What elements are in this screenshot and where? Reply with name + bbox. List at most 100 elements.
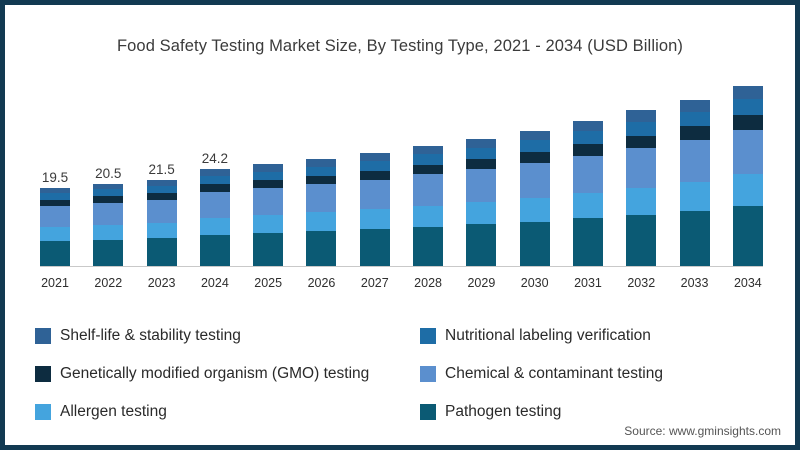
bar-segment-pathogen <box>732 206 763 266</box>
bar-segment-pathogen <box>253 233 284 266</box>
bar-segment-allergen <box>306 212 337 232</box>
bar-2029: 2029 <box>466 67 497 290</box>
legend-swatch-icon <box>420 327 436 344</box>
legend-swatch-icon <box>35 327 51 344</box>
plot-area: 19.5 2021 20.5 2022 21.5 2023 24.2 2024 2025 2026… <box>40 67 763 290</box>
bar-segment-chemical <box>93 202 124 225</box>
source-note: Source: www.gminsights.com <box>624 424 781 438</box>
bar-2027: 2027 <box>359 67 390 290</box>
x-axis-label-2034: 2034 <box>733 276 762 290</box>
bar-segment-allergen <box>466 202 497 225</box>
bar-segment-nutritional <box>93 189 124 197</box>
bar-segment-nutritional <box>466 148 497 160</box>
bar-segment-pathogen <box>413 226 444 266</box>
bar-segment-shelf_life <box>146 180 177 187</box>
bar-segment-chemical <box>40 206 70 228</box>
bar-total-label: 24.2 <box>201 151 229 167</box>
bar-segment-nutritional <box>519 140 550 153</box>
bar-2032: 2032 <box>626 67 657 290</box>
bar-segment-pathogen <box>519 221 550 266</box>
bar-segment-gmo <box>413 164 444 175</box>
bar-segment-gmo <box>359 170 390 180</box>
bar-2024: 24.2 2024 <box>199 67 230 290</box>
bar-segment-chemical <box>732 129 763 175</box>
chart-title: Food Safety Testing Market Size, By Test… <box>116 37 684 55</box>
bar-segment-nutritional <box>732 99 763 115</box>
bar-segment-shelf_life <box>40 188 70 194</box>
bar-segment-pathogen <box>572 218 603 266</box>
x-axis-label-2031: 2031 <box>574 276 602 290</box>
bar-segment-chemical <box>679 139 710 182</box>
bar-segment-nutritional <box>359 160 390 171</box>
bar-segment-shelf_life <box>93 184 124 190</box>
bar-segment-nutritional <box>40 193 70 201</box>
legend-item-allergen: Allergen testing <box>35 401 420 422</box>
bar-segment-chemical <box>519 163 550 199</box>
bar-segment-pathogen <box>306 231 337 266</box>
bar-segment-chemical <box>413 174 444 206</box>
bar-segment-gmo <box>572 144 603 156</box>
bar-segment-shelf_life <box>359 152 390 161</box>
x-axis-label-2032: 2032 <box>627 276 656 290</box>
x-axis-label-2024: 2024 <box>200 276 229 290</box>
bar-segment-allergen <box>359 209 390 230</box>
bar-segment-gmo <box>679 126 710 140</box>
x-axis-label-2033: 2033 <box>680 276 709 290</box>
bar-segment-allergen <box>413 205 444 227</box>
legend: Shelf-life & stability testing Nutritiona… <box>35 325 663 422</box>
bar-segment-pathogen <box>359 229 390 266</box>
bar-segment-gmo <box>306 176 337 185</box>
bar-2023: 21.5 2023 <box>146 67 177 290</box>
bar-segment-pathogen <box>626 214 657 266</box>
bar-segment-nutritional <box>679 111 710 127</box>
bar-segment-gmo <box>732 114 763 130</box>
legend-item-nutritional: Nutritional labeling verification <box>420 325 663 346</box>
bar-segment-shelf_life <box>413 145 444 155</box>
legend-item-shelf_life: Shelf-life & stability testing <box>35 325 420 346</box>
x-axis-label-2027: 2027 <box>360 276 389 290</box>
legend-label: Nutritional labeling verification <box>445 326 651 344</box>
bar-segment-gmo <box>253 180 284 189</box>
bar-segment-chemical <box>572 155 603 193</box>
bar-2021: 19.5 2021 <box>40 67 70 290</box>
bar-segment-shelf_life <box>466 139 497 149</box>
legend-swatch-icon <box>420 403 436 420</box>
bar-segment-nutritional <box>146 186 177 194</box>
bar-segment-gmo <box>146 193 177 201</box>
x-axis-label-2029: 2029 <box>467 276 496 290</box>
bar-2033: 2033 <box>679 67 710 290</box>
legend-label: Allergen testing <box>60 402 167 420</box>
bar-segment-pathogen <box>679 210 710 266</box>
bar-segment-allergen <box>572 192 603 218</box>
legend-swatch-icon <box>420 365 436 382</box>
bar-segment-shelf_life <box>732 86 763 100</box>
bar-segment-allergen <box>40 227 70 242</box>
bar-2026: 2026 <box>306 67 337 290</box>
bar-segment-shelf_life <box>519 130 550 141</box>
bar-segment-gmo <box>199 184 230 193</box>
bar-segment-pathogen <box>466 224 497 266</box>
bar-2028: 2028 <box>413 67 444 290</box>
bar-segment-nutritional <box>306 166 337 177</box>
legend-label: Shelf-life & stability testing <box>60 326 241 344</box>
bar-2031: 2031 <box>572 67 603 290</box>
bar-segment-allergen <box>519 198 550 222</box>
bar-segment-shelf_life <box>679 99 710 112</box>
bar-segment-nutritional <box>572 131 603 145</box>
bar-segment-nutritional <box>199 176 230 185</box>
legend-swatch-icon <box>35 403 51 420</box>
bar-segment-chemical <box>359 179 390 210</box>
bar-2030: 2030 <box>519 67 550 290</box>
bar-segment-allergen <box>93 224 124 240</box>
bar-segment-chemical <box>466 169 497 203</box>
x-axis-label-2030: 2030 <box>520 276 549 290</box>
x-axis-label-2023: 2023 <box>147 276 176 290</box>
legend-label: Chemical & contaminant testing <box>445 364 663 382</box>
bar-segment-allergen <box>199 217 230 235</box>
bar-segment-chemical <box>626 148 657 188</box>
bar-segment-shelf_life <box>306 159 337 167</box>
bar-segment-pathogen <box>40 241 70 266</box>
bar-2034: 2034 <box>732 67 763 290</box>
bar-segment-gmo <box>466 159 497 170</box>
bar-segment-allergen <box>253 215 284 234</box>
